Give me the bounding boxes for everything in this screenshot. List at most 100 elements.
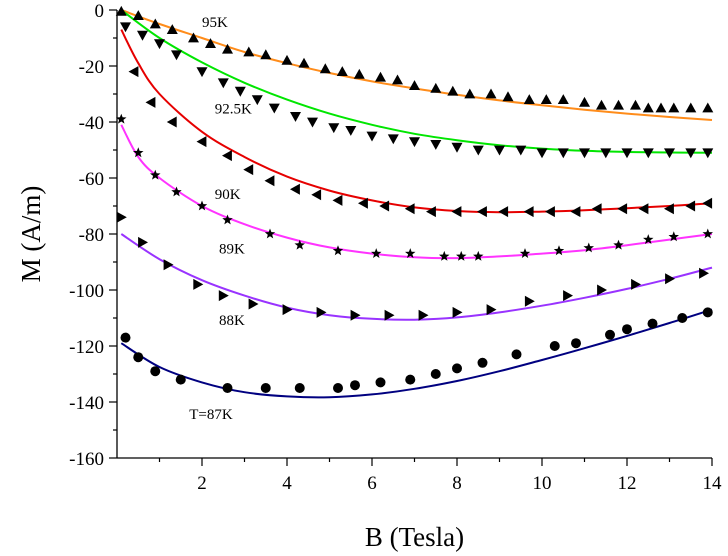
data-point bbox=[664, 148, 675, 159]
y-ticks: 0 -20 -40 -60 -80 -100 -120 -140 -160 bbox=[69, 1, 117, 470]
data-point bbox=[294, 239, 305, 250]
data-point bbox=[290, 183, 300, 195]
fit-curve bbox=[120, 124, 713, 260]
data-point bbox=[138, 236, 148, 248]
data-point bbox=[472, 145, 484, 156]
fit-curve bbox=[120, 233, 713, 321]
x-axis-label: B (Tesla) bbox=[365, 522, 464, 552]
data-point bbox=[536, 148, 548, 159]
data-point bbox=[515, 145, 527, 156]
data-point bbox=[655, 102, 667, 113]
data-point bbox=[494, 145, 505, 156]
data-point bbox=[477, 206, 487, 218]
data-point bbox=[243, 46, 255, 57]
x-tick-label: 10 bbox=[533, 473, 552, 494]
data-point bbox=[699, 267, 709, 279]
data-point bbox=[630, 99, 641, 110]
x-tick-label: 8 bbox=[452, 473, 462, 494]
data-point bbox=[523, 206, 534, 218]
data-point bbox=[149, 18, 161, 29]
data-point bbox=[350, 309, 361, 321]
data-point bbox=[133, 352, 144, 363]
data-point bbox=[452, 363, 462, 374]
data-point bbox=[485, 88, 497, 99]
data-point bbox=[409, 80, 420, 90]
data-point bbox=[439, 250, 450, 261]
data-point bbox=[264, 175, 275, 187]
data-point bbox=[166, 24, 178, 34]
data-point bbox=[668, 231, 679, 242]
data-point bbox=[251, 95, 263, 106]
data-point bbox=[430, 369, 441, 379]
fit-curve bbox=[120, 308, 713, 399]
data-point bbox=[260, 49, 272, 60]
data-point bbox=[665, 273, 675, 285]
data-point bbox=[643, 234, 654, 244]
data-point bbox=[677, 313, 688, 323]
data-point bbox=[175, 374, 186, 385]
x-tick-label: 12 bbox=[618, 473, 637, 494]
x-tick-label: 14 bbox=[703, 473, 723, 494]
data-point bbox=[371, 248, 382, 258]
data-point bbox=[447, 85, 459, 96]
series-label: 92.5K bbox=[215, 102, 252, 118]
data-point bbox=[387, 134, 399, 145]
x-tick-label: 6 bbox=[367, 473, 377, 494]
data-point bbox=[154, 39, 165, 50]
data-point bbox=[375, 71, 386, 82]
data-point bbox=[473, 250, 484, 261]
data-point bbox=[426, 206, 436, 218]
data-point bbox=[570, 206, 581, 218]
series-label: T=87K bbox=[189, 407, 233, 423]
data-point bbox=[405, 248, 416, 258]
data-point bbox=[366, 131, 378, 142]
data-point bbox=[452, 306, 463, 318]
y-tick-label: -140 bbox=[69, 393, 104, 414]
data-point bbox=[358, 197, 368, 209]
y-tick-label: -20 bbox=[79, 57, 104, 78]
data-point bbox=[553, 245, 565, 256]
data-point bbox=[307, 117, 318, 128]
data-point bbox=[451, 142, 463, 153]
data-point bbox=[345, 126, 357, 136]
data-point bbox=[702, 197, 713, 209]
x-ticks: 2 4 6 8 10 12 14 bbox=[158, 458, 723, 494]
data-point bbox=[332, 194, 343, 206]
series-label: 95K bbox=[202, 15, 228, 31]
data-point bbox=[281, 54, 293, 65]
data-point bbox=[384, 309, 395, 321]
data-point bbox=[664, 203, 674, 215]
data-point bbox=[350, 380, 360, 391]
data-point bbox=[137, 30, 148, 41]
data-point bbox=[205, 38, 216, 48]
data-point bbox=[523, 94, 535, 104]
axes: 2 4 6 8 10 12 14 0 -20 -40 -60 -80 -100 -120 -140 -160 bbox=[69, 1, 722, 494]
data-point bbox=[145, 96, 156, 108]
y-tick-label: -60 bbox=[79, 169, 104, 190]
x-tick-label: 4 bbox=[282, 473, 292, 494]
data-point bbox=[163, 259, 174, 271]
y-tick-label: -120 bbox=[69, 337, 104, 358]
data-point bbox=[685, 102, 697, 113]
data-point bbox=[379, 200, 390, 212]
data-point bbox=[579, 148, 590, 159]
data-point bbox=[486, 304, 497, 316]
y-tick-label: -80 bbox=[79, 225, 104, 246]
data-point bbox=[631, 278, 641, 290]
data-point bbox=[166, 116, 177, 128]
data-point bbox=[115, 5, 127, 16]
data-point bbox=[617, 203, 628, 215]
data-point bbox=[116, 211, 127, 223]
data-point bbox=[613, 239, 624, 250]
y-axis-label: M (A/m) bbox=[16, 186, 46, 283]
data-point bbox=[638, 203, 649, 215]
data-point bbox=[642, 102, 654, 113]
data-point bbox=[409, 137, 420, 148]
data-point bbox=[392, 74, 403, 85]
data-point bbox=[477, 357, 488, 368]
data-point bbox=[621, 148, 633, 159]
data-point bbox=[583, 242, 594, 253]
data-point bbox=[600, 148, 612, 159]
data-point bbox=[171, 186, 182, 197]
data-point bbox=[188, 32, 199, 43]
